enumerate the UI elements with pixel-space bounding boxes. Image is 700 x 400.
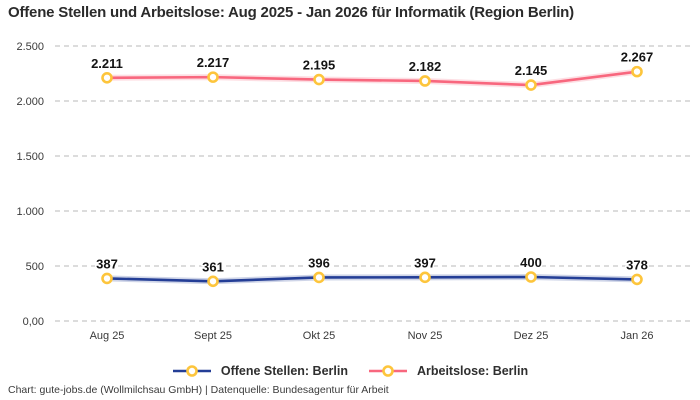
svg-text:396: 396	[308, 255, 330, 270]
svg-text:361: 361	[202, 259, 224, 274]
svg-text:2.217: 2.217	[197, 55, 230, 70]
svg-text:2.195: 2.195	[303, 58, 336, 73]
svg-text:2.000: 2.000	[16, 96, 44, 108]
svg-text:0,00: 0,00	[23, 316, 44, 328]
svg-text:2.267: 2.267	[621, 50, 654, 65]
chart-title: Offene Stellen und Arbeitslose: Aug 2025…	[8, 4, 574, 21]
legend: Offene Stellen: Berlin Arbeitslose: Berl…	[0, 360, 700, 382]
line-marker-icon	[368, 365, 407, 377]
legend-label: Offene Stellen: Berlin	[220, 364, 348, 378]
svg-text:500: 500	[26, 261, 44, 273]
line-chart-plot-area: 0,00 500 1.000 1.500 2.000 2.500 Aug 25 Sept 25…	[16, 41, 690, 342]
svg-text:1.500: 1.500	[16, 151, 44, 163]
svg-text:378: 378	[626, 257, 648, 272]
svg-text:Dez 25: Dez 25	[514, 330, 549, 342]
svg-text:Sept 25: Sept 25	[194, 330, 232, 342]
svg-text:Aug 25: Aug 25	[90, 330, 125, 342]
svg-text:2.500: 2.500	[16, 41, 44, 53]
svg-text:Okt 25: Okt 25	[303, 330, 335, 342]
svg-text:397: 397	[414, 255, 436, 270]
legend-item-arbeitslose[interactable]: Arbeitslose: Berlin	[368, 364, 528, 378]
svg-text:1.000: 1.000	[16, 206, 44, 218]
svg-text:Jan 26: Jan 26	[620, 330, 653, 342]
svg-text:400: 400	[520, 255, 542, 270]
svg-text:2.145: 2.145	[515, 63, 548, 78]
svg-text:2.211: 2.211	[91, 56, 123, 71]
line-marker-icon	[172, 365, 211, 377]
legend-label: Arbeitslose: Berlin	[416, 364, 529, 378]
svg-text:2.182: 2.182	[409, 59, 442, 74]
svg-text:387: 387	[96, 256, 118, 271]
chart-source: Chart: gute-jobs.de (Wollmilchsau GmbH) …	[8, 384, 389, 396]
svg-text:Nov 25: Nov 25	[408, 330, 443, 342]
legend-item-offene-stellen[interactable]: Offene Stellen: Berlin	[172, 364, 348, 378]
